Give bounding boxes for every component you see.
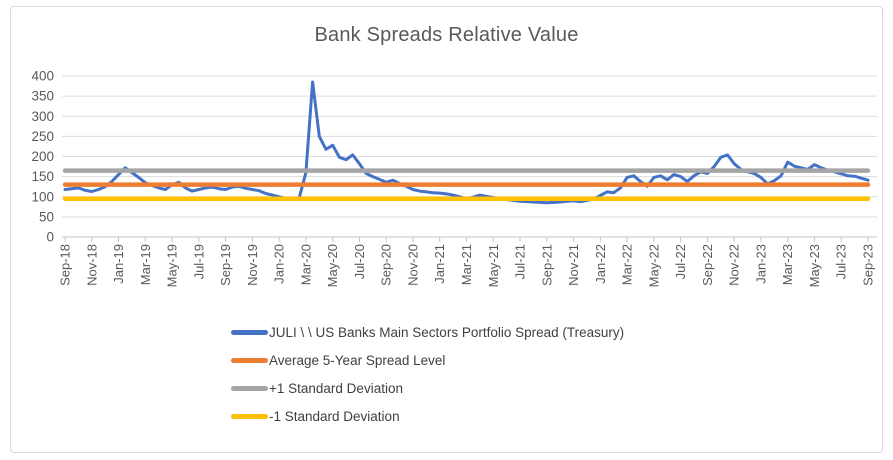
x-tick-label-Jul-21: Jul-21 <box>513 244 528 279</box>
y-tick-label-100: 100 <box>31 189 54 204</box>
legend-item-0: JULI \ \ US Banks Main Sectors Portfolio… <box>231 318 624 346</box>
x-tick-label-Sep-20: Sep-20 <box>379 244 394 286</box>
x-tick-label-Mar-19: Mar-19 <box>138 244 153 285</box>
gridlines <box>62 75 877 218</box>
x-tick-label-Sep-18: Sep-18 <box>58 244 73 286</box>
y-tick-label-200: 200 <box>31 149 54 164</box>
x-tick-label-Nov-21: Nov-21 <box>566 244 581 286</box>
y-tick-label-250: 250 <box>31 129 54 144</box>
legend-swatch-icon <box>231 357 268 363</box>
x-tick-label-Mar-20: Mar-20 <box>298 244 313 285</box>
legend-label: +1 Standard Deviation <box>269 380 403 396</box>
x-tick-label-Jan-19: Jan-19 <box>111 244 126 284</box>
x-tick-label-Jul-19: Jul-19 <box>191 244 206 279</box>
x-tick-label-Jul-20: Jul-20 <box>352 244 367 279</box>
x-tick-label-Nov-18: Nov-18 <box>84 244 99 286</box>
chart-frame-border <box>10 6 883 453</box>
x-tick-label-Sep-23: Sep-23 <box>861 244 876 286</box>
x-tick-label-Jan-20: Jan-20 <box>272 244 287 284</box>
legend-label: Average 5-Year Spread Level <box>269 352 446 368</box>
x-tick-label-Mar-21: Mar-21 <box>459 244 474 285</box>
chart-legend: JULI \ \ US Banks Main Sectors Portfolio… <box>231 318 624 430</box>
x-axis-ticks <box>64 237 869 242</box>
x-tick-label-Jul-22: Jul-22 <box>673 244 688 279</box>
x-tick-label-Mar-22: Mar-22 <box>620 244 635 285</box>
x-tick-label-Jul-23: Jul-23 <box>834 244 849 279</box>
x-tick-label-Nov-20: Nov-20 <box>405 244 420 286</box>
y-tick-label-150: 150 <box>31 169 54 184</box>
y-tick-label-300: 300 <box>31 109 54 124</box>
legend-item-3: -1 Standard Deviation <box>231 402 624 430</box>
y-tick-label-400: 400 <box>31 69 54 84</box>
y-tick-label-50: 50 <box>39 209 54 224</box>
y-tick-label-0: 0 <box>46 230 54 245</box>
x-tick-label-Nov-22: Nov-22 <box>727 244 742 286</box>
x-tick-label-Jan-21: Jan-21 <box>432 244 447 284</box>
x-tick-label-Sep-21: Sep-21 <box>539 244 554 286</box>
x-tick-label-Sep-19: Sep-19 <box>218 244 233 286</box>
x-tick-label-Mar-23: Mar-23 <box>780 244 795 285</box>
legend-swatch-icon <box>231 329 268 335</box>
x-tick-label-Jan-23: Jan-23 <box>753 244 768 284</box>
x-tick-label-May-23: May-23 <box>807 244 822 287</box>
x-tick-label-May-20: May-20 <box>325 244 340 287</box>
x-tick-label-Nov-19: Nov-19 <box>245 244 260 286</box>
chart-title: Bank Spreads Relative Value <box>314 24 579 46</box>
legend-swatch-icon <box>231 385 268 391</box>
legend-label: JULI \ \ US Banks Main Sectors Portfolio… <box>269 324 625 340</box>
x-tick-label-Jan-22: Jan-22 <box>593 244 608 284</box>
legend-label: -1 Standard Deviation <box>269 408 400 424</box>
y-axis-labels: 0 50 100 150 200 250 300 350 400 <box>31 69 54 245</box>
y-tick-label-350: 350 <box>31 89 54 104</box>
x-tick-label-May-21: May-21 <box>486 244 501 287</box>
legend-item-1: Average 5-Year Spread Level <box>231 346 624 374</box>
legend-swatch-icon <box>231 413 268 419</box>
x-axis-labels: Sep-18 Nov-18 Jan-19 Mar-19 May-19 Jul-19 Sep-… <box>58 244 876 287</box>
legend-item-2: +1 Standard Deviation <box>231 374 624 402</box>
x-tick-label-May-22: May-22 <box>646 244 661 287</box>
x-tick-label-Sep-22: Sep-22 <box>700 244 715 286</box>
x-tick-label-May-19: May-19 <box>165 244 180 287</box>
